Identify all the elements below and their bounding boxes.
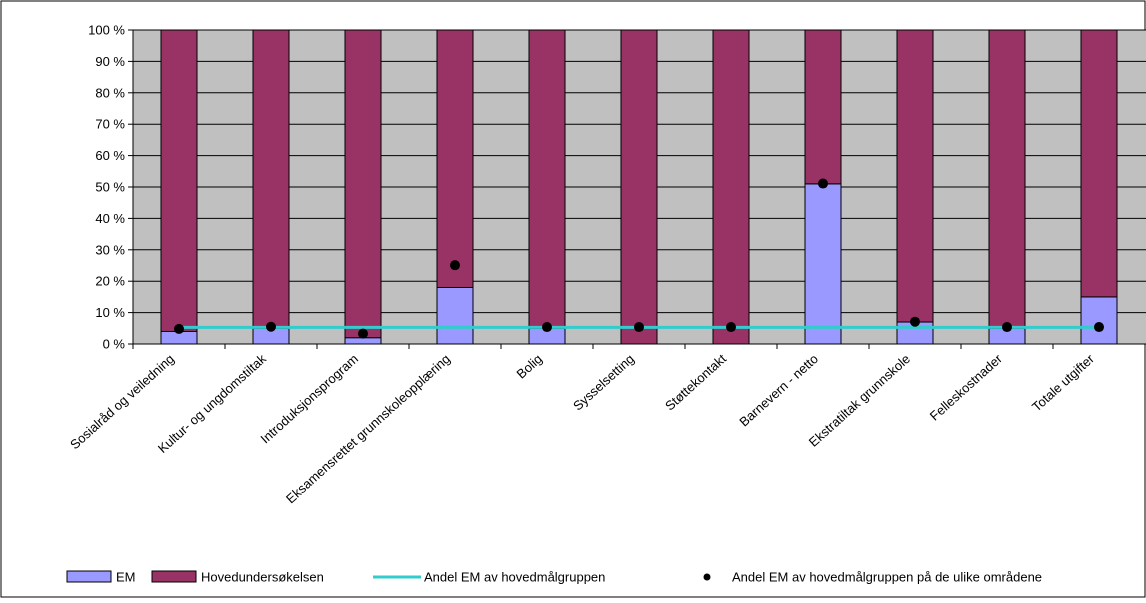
y-tick-label: 90 % [95, 54, 125, 69]
point-andel-em-omrade [818, 178, 828, 189]
bar-hovedundersokelsen [436, 29, 474, 288]
bar-hovedundersokelsen [712, 29, 750, 345]
bar-hovedundersokelsen [988, 29, 1026, 329]
y-tick-label: 40 % [95, 211, 125, 226]
y-tick-label: 10 % [95, 305, 125, 320]
bar-hovedundersokelsen [160, 29, 198, 332]
legend-swatch-points [703, 573, 711, 581]
legend-label-hovedundersokelsen: Hovedundersøkelsen [201, 570, 324, 585]
bar-hovedundersokelsen [896, 29, 934, 323]
legend-label-em: EM [116, 570, 136, 585]
y-tick-labels: 0 % 10 % 20 % 30 % 40 % 50 % 60 % 70 % 80 % 90 % 1… [88, 23, 133, 352]
y-tick-label: 100 % [88, 23, 125, 38]
y-tick-label: 70 % [95, 117, 125, 132]
bar-em [344, 337, 382, 345]
y-tick-label: 60 % [95, 148, 125, 163]
point-andel-em-omrade [266, 321, 276, 332]
point-andel-em-omrade [358, 328, 368, 339]
point-andel-em-omrade [910, 316, 920, 327]
y-tick-label: 0 % [103, 337, 126, 352]
bar-hovedundersokelsen [620, 29, 658, 345]
legend-swatch-em [66, 570, 112, 583]
bar-hovedundersokelsen [252, 29, 290, 329]
bar-hovedundersokelsen [1080, 29, 1118, 298]
legend-label-points: Andel EM av hovedmålgruppen på de ulike … [732, 570, 1042, 585]
y-tick-label: 20 % [95, 274, 125, 289]
overlay-series [174, 178, 1104, 339]
y-tick-label: 80 % [95, 85, 125, 100]
point-andel-em-omrade [174, 323, 184, 334]
point-andel-em-omrade [1094, 322, 1104, 333]
point-andel-em-omrade [634, 322, 644, 333]
legend-label-line: Andel EM av hovedmålgruppen [424, 570, 605, 585]
y-tick-label: 30 % [95, 242, 125, 257]
legend-swatch-hovedundersokelsen [151, 570, 197, 583]
y-tick-label: 50 % [95, 180, 125, 195]
bar-hovedundersokelsen [344, 29, 382, 339]
legend: EM Hovedundersøkelsen Andel EM av hovedmål… [66, 570, 1042, 585]
bar-em [1080, 296, 1118, 345]
point-andel-em-omrade [450, 260, 460, 271]
point-andel-em-omrade [1002, 322, 1012, 333]
point-andel-em-omrade [542, 322, 552, 333]
bar-em [436, 286, 474, 345]
bar-em [804, 183, 842, 345]
bar-hovedundersokelsen [804, 29, 842, 185]
bars [160, 29, 1118, 345]
point-andel-em-omrade [726, 322, 736, 333]
bar-hovedundersokelsen [528, 29, 566, 329]
